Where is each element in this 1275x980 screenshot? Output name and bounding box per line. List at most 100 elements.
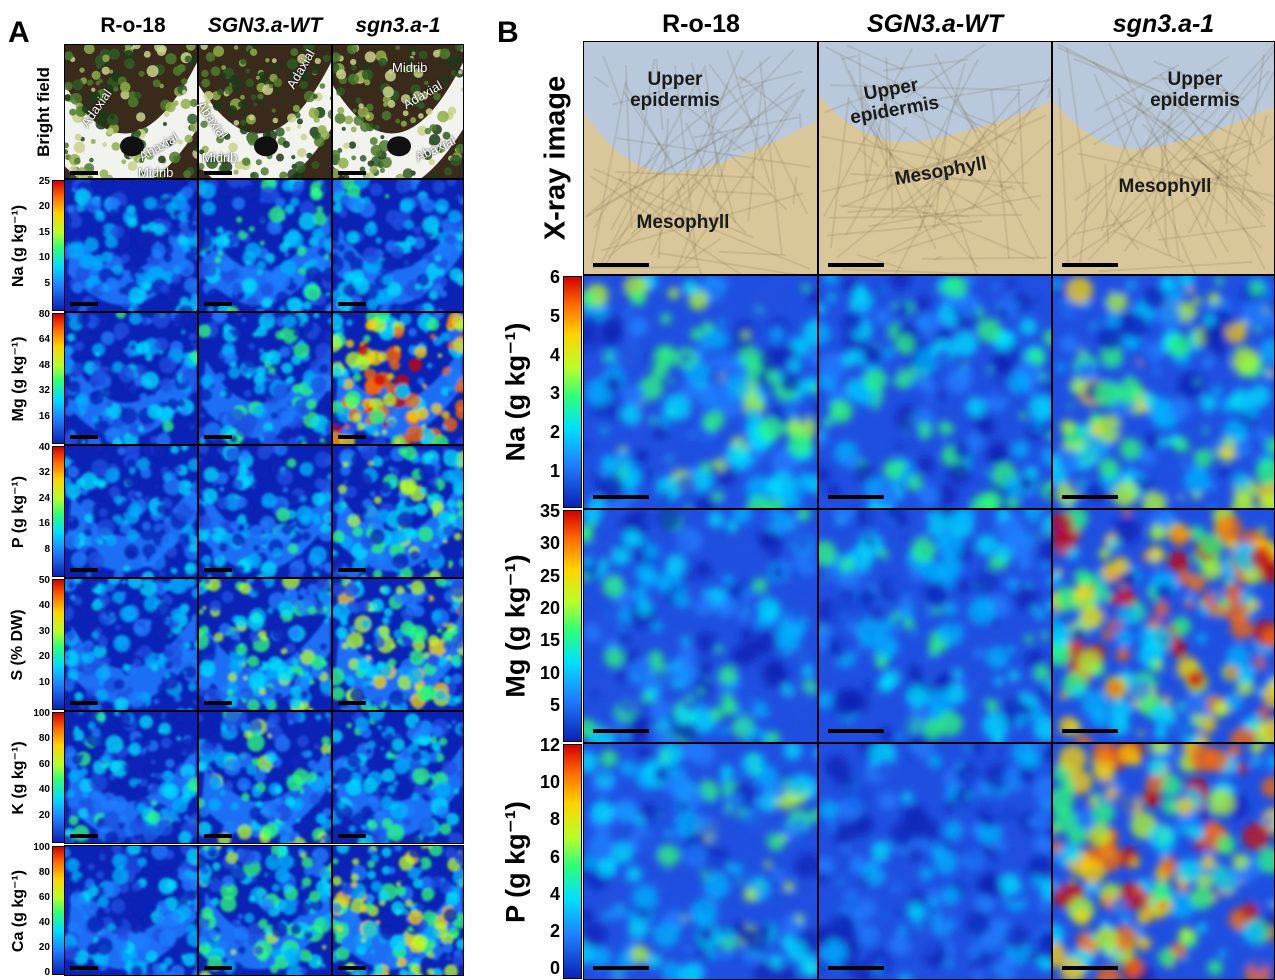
panel-b-letter: B [497,16,519,49]
panel-a-tick-3-1: 40 [38,600,50,612]
panel-a-scale-bar-1-wt [204,435,232,439]
panel-a-tick-5-4: 20 [38,942,50,953]
panel-a-map-4-wt-map [199,712,331,843]
panel-a-tick-4-2: 60 [38,758,50,770]
panel-a-map-5-ro18-map [65,846,197,975]
bright-field-scale-bar-sgn [338,171,366,175]
panel-a-map-3-sgn [332,578,464,711]
panel-b-scale-bar-2-wt [828,966,884,970]
panel-a-row-label-0: Na (g kg⁻¹) [10,204,27,287]
xray-annotation-ro18-1: Mesophyll [636,212,730,233]
panel-a-tick-5-0: 100 [33,842,50,853]
panel-a-tick-1-0: 80 [38,309,50,320]
panel-a-scale-bar-1-sgn [338,435,366,439]
bright-field-image-ro18 [64,44,198,179]
panel-a-scale-bar-2-ro18 [70,568,98,572]
panel-b-map-1-sgn-map [1053,510,1274,742]
panel-a-map-5-sgn-map [333,846,463,975]
panel-a-map-2-wt [198,445,332,578]
panel-b-tick-1-1: 30 [539,533,560,554]
panel-a-scale-bar-3-ro18 [70,701,98,705]
panel-b-tick-0-0: 6 [549,267,560,287]
panel-a-map-0-wt-map [199,180,331,311]
panel-b-scale-bar-1-ro18 [593,729,649,733]
panel-a-map-3-sgn-map [333,579,463,710]
panel-a-scale-bar-3-sgn [338,701,366,705]
panel-b-map-0-sgn-map [1053,276,1274,508]
xray-wt-picture [819,42,1051,274]
panel-a-tick-1-1: 64 [38,334,50,346]
panel-a-tick-0-2: 15 [38,226,50,238]
panel-b-tick-1-0: 35 [539,501,560,521]
panel-b-map-2-ro18-map [584,744,817,979]
panel-b-tick-0-4: 2 [549,422,560,443]
panel-a-bright-field-label: Bright field [34,67,53,157]
bright-field-image-wt [198,44,332,179]
bright-field-image-sgn [332,44,464,179]
panel-a-tick-5-1: 80 [38,867,50,878]
panel-a-map-4-ro18 [64,711,198,844]
bright-field-ro18-picture [65,45,197,178]
bright-field-wt-picture [199,45,331,178]
panel-a-row-label-3: S (% DW) [9,608,26,681]
panel-a-scale-bar-4-sgn [338,834,366,838]
panel-a-map-3-wt-map [199,579,331,710]
panel-b-xray-label: X-ray image [539,75,572,241]
panel-a-map-0-ro18-map [65,180,197,311]
panel-b-tick-0-1: 5 [549,305,560,326]
panel-b-column-wt: SGN3.a-WT [866,10,1004,38]
panel-b-scale-bar-2-sgn [1062,966,1118,970]
panel-a-row-label-5: Ca (g kg⁻¹) [10,869,27,952]
panel-b-map-1-ro18 [583,509,818,743]
panel-b-map-0-sgn [1052,275,1275,509]
panel-a-map-0-ro18 [64,179,198,312]
panel-b-map-2-sgn-map [1053,744,1274,979]
panel-a-map-2-wt-map [199,446,331,577]
panel-b-scale-bar-1-wt [828,729,884,733]
panel-a-map-2-sgn-map [333,446,463,577]
panel-b-scale-bar-1-sgn [1062,729,1118,733]
panel-a-map-1-wt [198,312,332,445]
panel-a-scale-bar-2-wt [204,568,232,572]
panel-a-column-wt: SGN3.a-WT [207,14,323,37]
xray-scale-bar-sgn [1062,263,1118,267]
panel-a-tick-3-2: 30 [38,625,50,637]
panel-a-map-1-sgn-map [333,313,463,444]
panel-b-map-2-wt [818,743,1052,980]
panel-a-scale-bar-2-sgn [338,568,366,572]
panel-a-tick-4-4: 20 [38,809,50,821]
panel-a-map-1-wt-map [199,313,331,444]
panel-b-map-1-wt-map [819,510,1051,742]
xray-annotation-sgn-0: Upper epidermis [1150,69,1240,111]
panel-a-map-2-sgn [332,445,464,578]
xray-annotation-ro18-0: Upper epidermis [630,69,720,111]
panel-a-map-3-ro18-map [65,579,197,710]
panel-b-row-label-0: Na (g kg⁻¹) [500,322,531,462]
panel-b-scale-bar-0-sgn [1062,495,1118,499]
panel-a-row-label-2: P (g kg⁻¹) [10,475,27,548]
panel-b-tick-2-2: 8 [549,809,560,830]
panel-b-map-2-sgn [1052,743,1275,980]
panel-b-scale-bar-0-wt [828,495,884,499]
panel-a-letter: A [8,16,30,49]
panel-b-tick-2-3: 6 [549,846,560,867]
panel-b-tick-1-5: 10 [539,662,560,683]
panel-a-tick-5-5: 0 [44,967,50,978]
panel-a-tick-2-3: 16 [38,518,50,530]
panel-b-tick-1-4: 15 [539,630,560,651]
panel-b-row-label-1: Mg (g kg⁻¹) [500,554,531,698]
panel-a-map-4-sgn-map [333,712,463,843]
panel-a-map-4-ro18-map [65,712,197,843]
xray-image-sgn [1052,41,1275,275]
bright-field-scale-bar-ro18 [70,171,98,175]
panel-a-scale-bar-4-wt [204,834,232,838]
panel-b-colorbar-0 [563,276,582,508]
panel-a-tick-4-3: 40 [38,784,50,796]
xray-scale-bar-ro18 [593,263,649,267]
panel-a-tick-3-0: 50 [38,575,50,586]
panel-a-map-1-sgn [332,312,464,445]
panel-b-map-0-wt-map [819,276,1051,508]
panel-b-tick-0-2: 4 [549,344,560,365]
panel-b-map-0-wt [818,275,1052,509]
panel-b-colorbar-2 [563,744,582,979]
